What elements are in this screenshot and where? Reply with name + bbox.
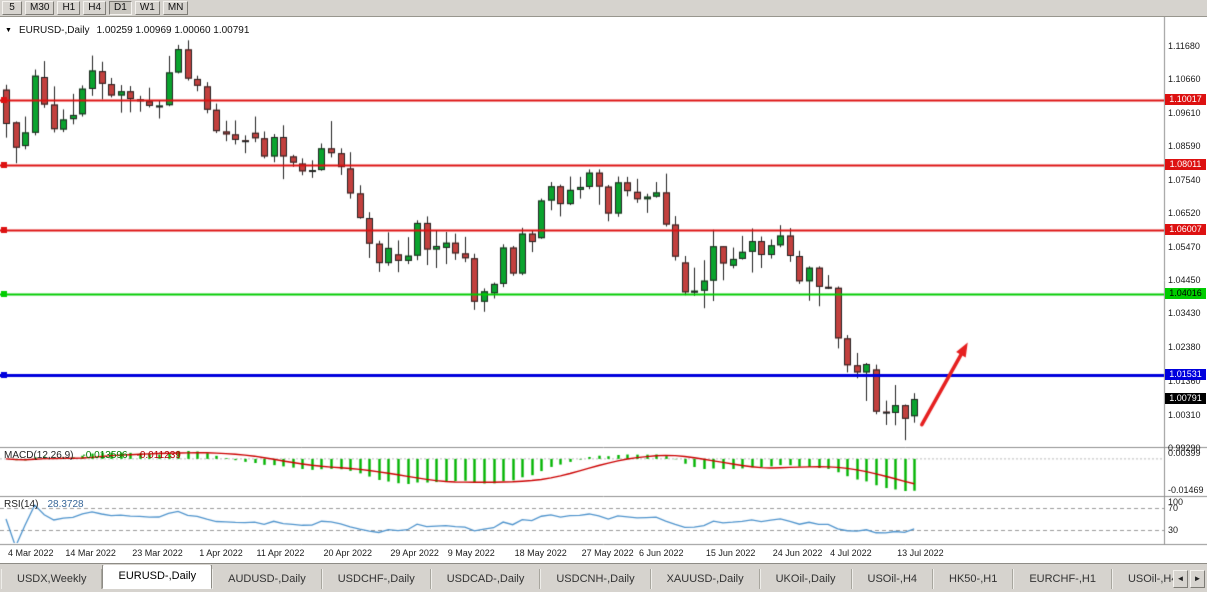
timeframe-button-w1[interactable]: W1 <box>134 1 160 15</box>
timeframe-button-m30[interactable]: M30 <box>25 1 55 15</box>
collapse-triangle-icon[interactable]: ▼ <box>5 27 12 34</box>
chart-tabs: USDX,Weekly EURUSD-,Daily AUDUSD-,Daily USD… <box>1 565 1173 589</box>
timeframe-button-h4[interactable]: H4 <box>83 1 107 15</box>
tabs-scroll-right-button[interactable]: ► <box>1190 570 1205 588</box>
timeframe-button-mn[interactable]: MN <box>162 1 189 15</box>
time-axis[interactable] <box>0 544 1164 563</box>
timeframe-button-5[interactable]: 5 <box>2 1 22 15</box>
tab-ukoil-daily[interactable]: UKOil-,Daily <box>759 569 852 589</box>
chart-region: 1.11680 1.10660 1.09610 1.08590 1.07540 1.065… <box>0 17 1207 563</box>
tab-navigation: ◄ ► <box>1173 570 1205 588</box>
tab-hk50-h1[interactable]: HK50-,H1 <box>933 569 1014 589</box>
tab-usdcad-daily[interactable]: USDCAD-,Daily <box>430 569 541 589</box>
tab-eurusd-daily[interactable]: EURUSD-,Daily <box>102 565 213 589</box>
tab-usdchf-daily[interactable]: USDCHF-,Daily <box>321 569 431 589</box>
price-chart-plot-area[interactable] <box>0 17 1207 563</box>
timeframe-toolbar: 5 M30 H1 H4 D1 W1 MN <box>0 0 1207 17</box>
chart-tab-bar: USDX,Weekly EURUSD-,Daily AUDUSD-,Daily USD… <box>0 563 1207 592</box>
tab-usdcnh-daily[interactable]: USDCNH-,Daily <box>540 569 651 589</box>
tab-usdx-weekly[interactable]: USDX,Weekly <box>1 569 103 589</box>
timeframe-button-d1[interactable]: D1 <box>109 1 132 15</box>
tab-eurchf-h1[interactable]: EURCHF-,H1 <box>1013 569 1112 589</box>
timeframe-button-h1[interactable]: H1 <box>57 1 81 15</box>
tab-xauusd-daily[interactable]: XAUUSD-,Daily <box>650 569 760 589</box>
price-axis[interactable] <box>1164 17 1207 544</box>
tab-usoil-h4[interactable]: USOil-,H4 <box>1111 569 1173 589</box>
tabs-scroll-left-button[interactable]: ◄ <box>1173 570 1188 588</box>
tab-audusd-daily[interactable]: AUDUSD-,Daily <box>212 569 322 589</box>
tab-usoil-h4[interactable]: USOil-,H4 <box>851 569 934 589</box>
